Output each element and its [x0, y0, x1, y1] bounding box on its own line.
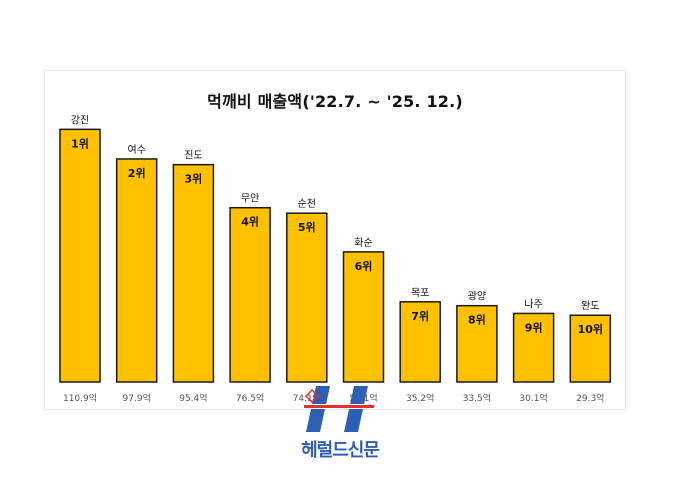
herald-logo: [304, 386, 374, 432]
value-label: 35.2억: [406, 392, 434, 404]
category-label: 강진: [71, 114, 89, 126]
value-label: 97.9억: [123, 392, 151, 404]
rank-label: 5위: [298, 221, 316, 234]
bar: [399, 301, 441, 383]
category-label: 광양: [468, 291, 486, 303]
bar: [115, 158, 158, 383]
value-label: 30.1억: [519, 392, 547, 404]
bar: [59, 128, 101, 383]
category-label: 나주: [524, 298, 542, 310]
bar: [456, 304, 498, 383]
category-label: 순천: [298, 198, 316, 210]
rank-label: 8위: [468, 314, 486, 327]
rank-label: 1위: [71, 137, 89, 150]
bar: [569, 314, 612, 383]
value-label: 76.5억: [236, 392, 264, 404]
herald-logo-text: 헤럴드신문: [301, 440, 380, 461]
bar: [342, 251, 385, 383]
rank-label: 6위: [355, 260, 373, 273]
bar: [229, 206, 271, 383]
bar: [286, 212, 328, 383]
bar: [172, 163, 215, 383]
rank-label: 4위: [241, 216, 259, 229]
value-label: 110.9억: [63, 392, 97, 404]
value-label: 29.3억: [576, 392, 604, 404]
category-label: 목포: [411, 287, 429, 299]
category-label: 여수: [127, 144, 145, 156]
bars-layer: 강진 1위 110.9억 여수 2위 97.9억 진도 3위 95.4억 무안 4위 76.5억 순천 5…: [59, 114, 612, 404]
value-label: 33.5억: [463, 392, 491, 404]
category-label: 완도: [581, 300, 599, 312]
rank-label: 9위: [525, 321, 543, 334]
category-label: 무안: [241, 193, 259, 205]
rank-label: 10위: [578, 323, 603, 336]
bar: [512, 312, 555, 383]
rank-label: 7위: [411, 310, 429, 323]
value-label: 95.4억: [179, 392, 207, 404]
rank-label: 2위: [128, 167, 146, 180]
category-label: 화순: [354, 237, 372, 249]
rank-label: 3위: [185, 173, 203, 186]
category-label: 진도: [184, 150, 202, 162]
chart-title: 먹깨비 매출액('22.7. ~ '25. 12.): [207, 92, 463, 111]
